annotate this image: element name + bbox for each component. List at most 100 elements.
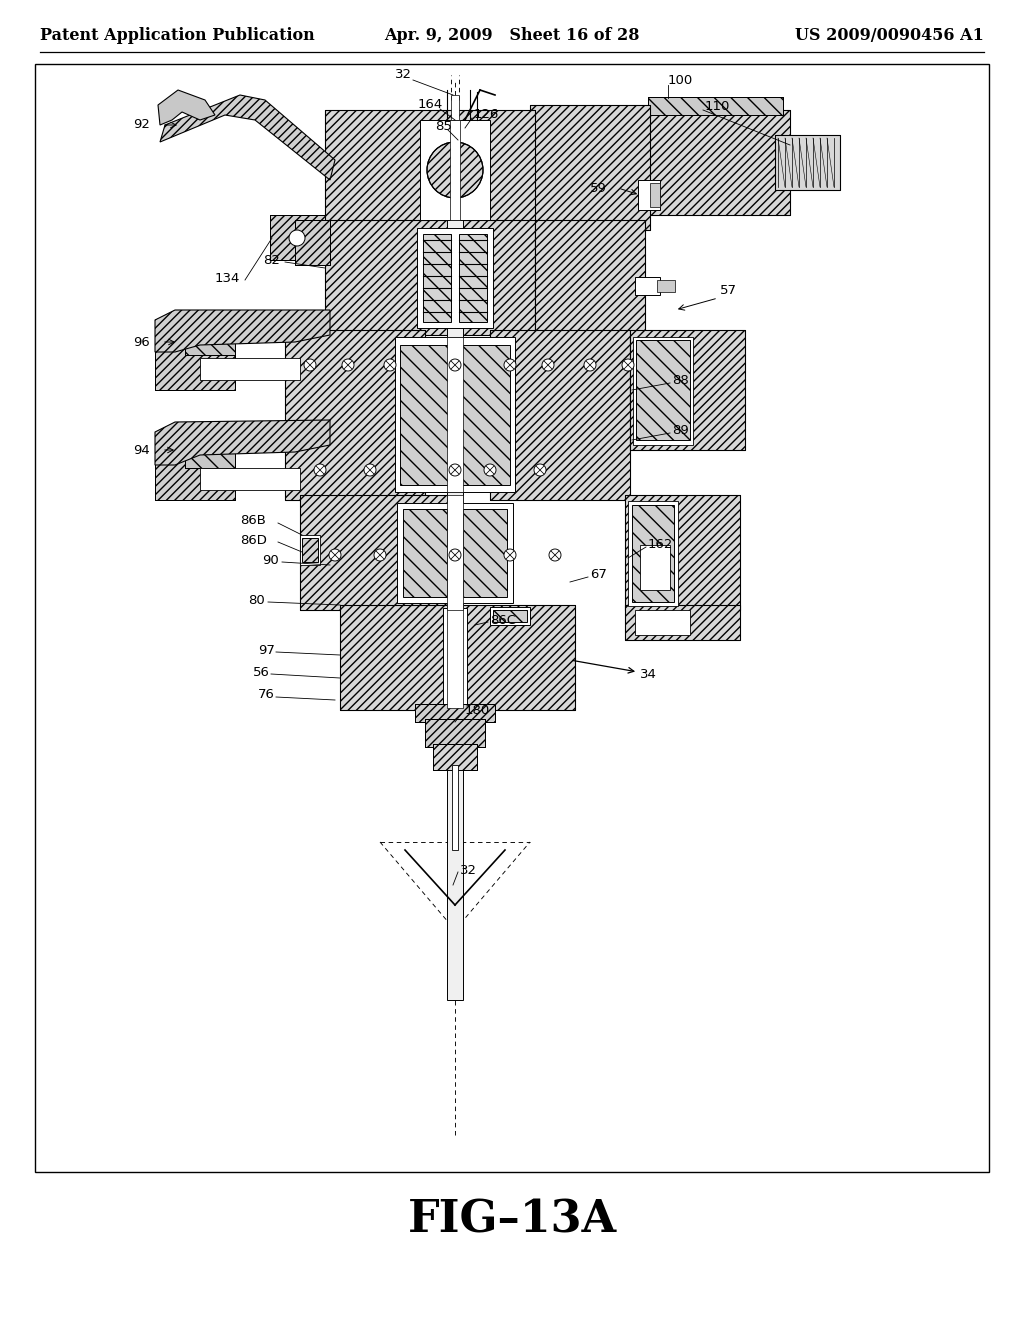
Text: 32: 32 bbox=[460, 863, 477, 876]
Bar bbox=[625, 495, 740, 610]
Bar bbox=[493, 610, 527, 622]
Bar bbox=[185, 315, 234, 355]
Bar bbox=[155, 348, 234, 389]
Bar bbox=[200, 469, 300, 490]
Bar bbox=[450, 120, 460, 220]
Bar bbox=[397, 503, 513, 603]
Bar bbox=[285, 330, 425, 500]
Text: 32: 32 bbox=[395, 69, 412, 82]
Bar bbox=[420, 120, 490, 220]
Text: 67: 67 bbox=[590, 569, 607, 582]
Bar bbox=[650, 183, 660, 207]
Bar bbox=[403, 510, 447, 597]
Bar bbox=[635, 277, 660, 294]
Bar bbox=[417, 228, 493, 327]
Text: US 2009/0090456 A1: US 2009/0090456 A1 bbox=[795, 26, 984, 44]
Bar bbox=[648, 96, 783, 115]
Circle shape bbox=[584, 359, 596, 371]
Bar bbox=[640, 545, 670, 590]
Text: 57: 57 bbox=[720, 284, 737, 297]
Bar bbox=[638, 180, 660, 210]
Bar bbox=[648, 96, 783, 115]
Text: 96: 96 bbox=[133, 335, 150, 348]
Bar bbox=[452, 766, 458, 850]
Bar bbox=[270, 215, 325, 260]
Bar bbox=[155, 348, 234, 389]
Text: 92: 92 bbox=[133, 119, 150, 132]
Circle shape bbox=[542, 359, 554, 371]
Bar bbox=[185, 315, 234, 355]
Circle shape bbox=[504, 549, 516, 561]
Circle shape bbox=[622, 359, 634, 371]
Bar bbox=[270, 215, 325, 260]
Bar bbox=[530, 106, 650, 230]
Bar bbox=[425, 719, 485, 747]
Bar bbox=[155, 459, 234, 500]
Text: 110: 110 bbox=[705, 100, 730, 114]
Text: Apr. 9, 2009   Sheet 16 of 28: Apr. 9, 2009 Sheet 16 of 28 bbox=[384, 26, 640, 44]
Bar bbox=[460, 345, 510, 484]
Bar bbox=[35, 63, 989, 1172]
Circle shape bbox=[314, 465, 326, 477]
Text: 134: 134 bbox=[215, 272, 241, 285]
Bar bbox=[490, 330, 630, 500]
Polygon shape bbox=[155, 310, 330, 352]
Bar bbox=[640, 110, 790, 215]
Bar bbox=[415, 704, 495, 722]
Bar bbox=[451, 95, 459, 145]
Bar bbox=[530, 106, 650, 230]
Text: 89: 89 bbox=[672, 424, 689, 437]
Text: 88: 88 bbox=[672, 374, 689, 387]
Bar bbox=[625, 495, 740, 610]
Polygon shape bbox=[158, 90, 215, 125]
Bar bbox=[535, 220, 645, 335]
Text: 86C: 86C bbox=[490, 614, 516, 627]
Circle shape bbox=[289, 230, 305, 246]
Text: 180: 180 bbox=[465, 704, 490, 717]
Bar bbox=[625, 605, 740, 640]
Bar bbox=[185, 428, 234, 469]
Text: 82: 82 bbox=[263, 253, 280, 267]
Bar bbox=[625, 605, 740, 640]
Bar bbox=[775, 135, 840, 190]
Circle shape bbox=[427, 143, 483, 198]
Bar bbox=[636, 341, 690, 440]
Text: 97: 97 bbox=[258, 644, 274, 656]
Text: 59: 59 bbox=[590, 181, 607, 194]
Text: 76: 76 bbox=[258, 689, 274, 701]
Text: 164: 164 bbox=[418, 99, 443, 111]
Bar bbox=[300, 535, 319, 565]
Bar bbox=[640, 110, 790, 215]
Bar bbox=[200, 358, 300, 380]
Circle shape bbox=[534, 465, 546, 477]
Bar bbox=[632, 506, 674, 602]
Bar bbox=[490, 330, 630, 500]
Bar bbox=[535, 220, 645, 335]
Bar bbox=[775, 135, 840, 190]
Bar bbox=[325, 220, 535, 335]
Circle shape bbox=[342, 359, 354, 371]
Bar bbox=[433, 744, 477, 770]
Text: 86D: 86D bbox=[240, 533, 267, 546]
Text: Patent Application Publication: Patent Application Publication bbox=[40, 26, 314, 44]
Bar bbox=[400, 345, 450, 484]
Bar bbox=[205, 360, 295, 378]
Bar bbox=[447, 337, 463, 492]
Text: 162: 162 bbox=[648, 539, 674, 552]
Polygon shape bbox=[160, 95, 335, 180]
Bar bbox=[490, 607, 530, 624]
Circle shape bbox=[484, 465, 496, 477]
Text: 86B: 86B bbox=[240, 513, 266, 527]
Bar bbox=[459, 234, 487, 322]
Bar bbox=[395, 337, 515, 492]
Circle shape bbox=[304, 359, 316, 371]
Text: 94: 94 bbox=[133, 444, 150, 457]
Bar bbox=[155, 459, 234, 500]
Bar bbox=[325, 220, 535, 335]
Text: 85: 85 bbox=[435, 120, 452, 133]
Bar bbox=[630, 330, 745, 450]
Bar bbox=[325, 110, 535, 224]
Text: 34: 34 bbox=[640, 668, 656, 681]
Bar bbox=[295, 220, 330, 265]
Bar bbox=[340, 605, 575, 710]
